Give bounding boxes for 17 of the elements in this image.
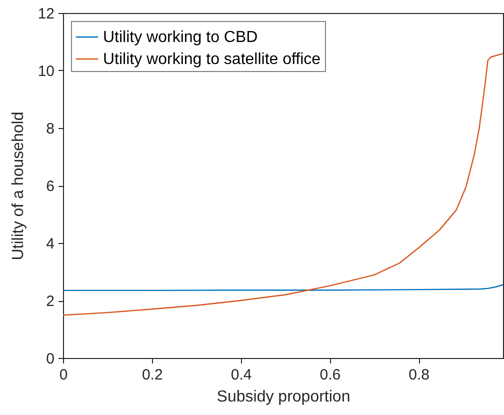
x-tick-label: 0.2 <box>142 366 163 384</box>
y-tick-label: 8 <box>46 120 54 138</box>
x-tick-label: 0.4 <box>230 366 252 384</box>
y-tick-label: 6 <box>46 178 54 195</box>
line-series <box>63 52 503 316</box>
y-tick-label: 2 <box>46 293 54 310</box>
y-tick-label: 10 <box>38 63 54 80</box>
legend-label: Utility working to CBD <box>103 29 258 46</box>
y-tick-label: 12 <box>38 6 54 22</box>
y-axis-title: Utility of a household <box>10 112 27 260</box>
x-tick-label: 0 <box>59 366 68 384</box>
y-tick-label: 4 <box>46 236 54 252</box>
x-tick-label: 0.6 <box>320 366 341 384</box>
x-tick-label: 0.8 <box>408 366 430 384</box>
legend-label: Utility working to satellite office <box>103 51 321 68</box>
x-axis-title: Subsidy proportion <box>216 388 350 406</box>
y-tick-label: 0 <box>46 350 54 368</box>
